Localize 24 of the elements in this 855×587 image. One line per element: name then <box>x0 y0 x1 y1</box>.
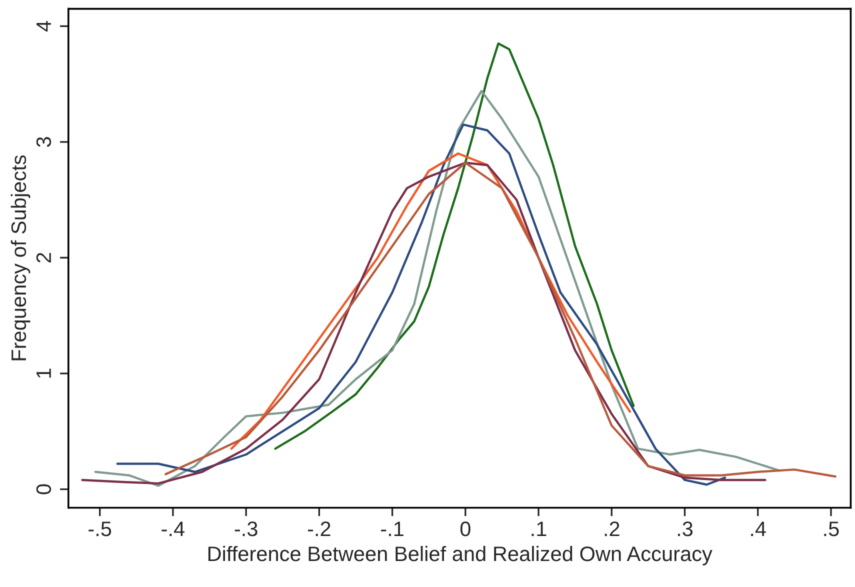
line-series <box>81 162 766 485</box>
y-tick-label: 1 <box>36 368 51 378</box>
line-series <box>116 123 726 486</box>
x-axis-title: Difference Between Belief and Realized Own Accuracy <box>208 546 712 566</box>
x-tick-label: -.5 <box>88 522 112 536</box>
line-series <box>274 42 635 450</box>
x-tick-label: .4 <box>751 522 766 536</box>
y-axis-title: Frequency of Subjects <box>10 155 30 360</box>
line-series <box>230 152 632 450</box>
x-tick-label: -.4 <box>162 522 184 536</box>
y-tick-label: 4 <box>36 20 51 32</box>
x-tick-label: -.3 <box>234 522 258 536</box>
y-tick-label: 2 <box>36 252 51 262</box>
x-tick-label: -.1 <box>381 522 404 536</box>
x-tick-label: -.2 <box>308 522 330 536</box>
x-tick-label: 0 <box>460 522 470 536</box>
x-tick-label: .5 <box>824 522 839 536</box>
x-tick-label: .1 <box>532 522 546 536</box>
x-tick-label: .2 <box>604 522 620 536</box>
line-series <box>164 162 836 478</box>
y-tick-label: 0 <box>36 484 52 494</box>
x-tick-label: .3 <box>678 522 693 536</box>
line-series <box>94 90 781 487</box>
y-tick-label: 3 <box>36 137 52 147</box>
